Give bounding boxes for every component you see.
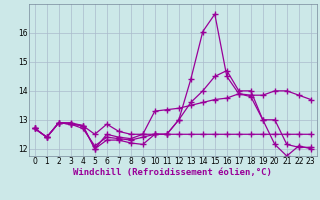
X-axis label: Windchill (Refroidissement éolien,°C): Windchill (Refroidissement éolien,°C) — [73, 168, 272, 177]
